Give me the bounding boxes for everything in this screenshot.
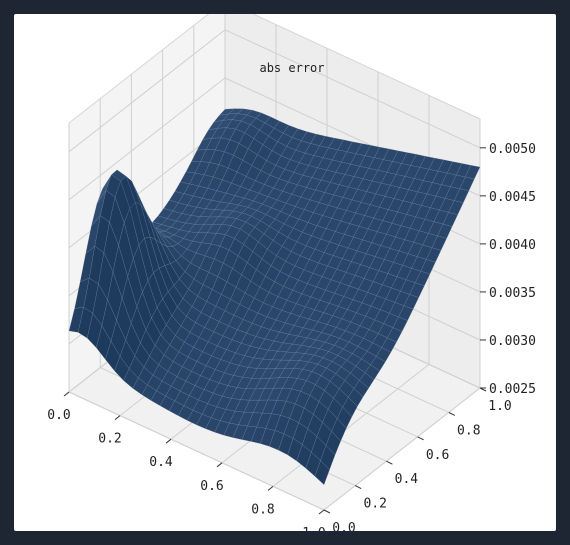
surface-plot: 0.0 0.2 0.4 0.6 0.8 1.0 0.0 0.2 0.4 0.6 0.8 1.0 0.00…	[47, 14, 536, 531]
x-tick-mark	[267, 486, 274, 491]
x-tick-mark	[114, 415, 121, 420]
y-tick-label: 0.2	[363, 497, 386, 512]
z-tick-label: 0.0030	[489, 334, 536, 349]
y-tick-label: 0.4	[395, 472, 419, 487]
gridline	[272, 364, 430, 487]
x-tick-label: 1.0	[302, 526, 325, 531]
x-tick-label: 0.4	[149, 455, 173, 470]
z-tick-label: 0.0045	[489, 190, 536, 205]
x-tick-mark	[165, 438, 172, 444]
z-tick-label: 0.0050	[489, 142, 536, 157]
x-tick-mark	[63, 391, 70, 397]
y-tick-mark	[354, 485, 362, 490]
x-tick-label: 0.2	[98, 432, 121, 447]
y-tick-label: 1.0	[488, 399, 511, 414]
y-tick-label: 0.8	[457, 423, 480, 438]
y-tick-mark	[323, 509, 331, 514]
x-tick-mark	[216, 462, 223, 468]
gridline	[68, 391, 325, 511]
gridline	[323, 387, 481, 511]
x-tick-label: 0.6	[200, 479, 223, 494]
z-tick-label: 0.0040	[489, 238, 536, 253]
y-tick-mark	[448, 411, 456, 416]
x-tick-label: 0.8	[251, 502, 274, 517]
axis-ticks: 0.0 0.2 0.4 0.6 0.8 1.0 0.0 0.2 0.4 0.6 0.8 1.0 0.00…	[47, 142, 536, 531]
y-tick-label: 0.0	[332, 521, 355, 531]
x-tick-label: 0.0	[47, 408, 70, 423]
z-tick-label: 0.0025	[489, 382, 536, 397]
surface-patch	[314, 460, 330, 486]
gridline	[68, 29, 481, 153]
y-tick-mark	[386, 460, 393, 465]
y-tick-label: 0.6	[426, 448, 449, 463]
z-tick-label: 0.0035	[489, 286, 536, 301]
chart-title: abs error	[259, 61, 324, 75]
figure-canvas: 0.0 0.2 0.4 0.6 0.8 1.0 0.0 0.2 0.4 0.6 0.8 1.0 0.00…	[14, 14, 556, 531]
x-tick-mark	[318, 509, 325, 515]
surface-mesh	[68, 108, 481, 486]
y-tick-mark	[417, 436, 424, 441]
